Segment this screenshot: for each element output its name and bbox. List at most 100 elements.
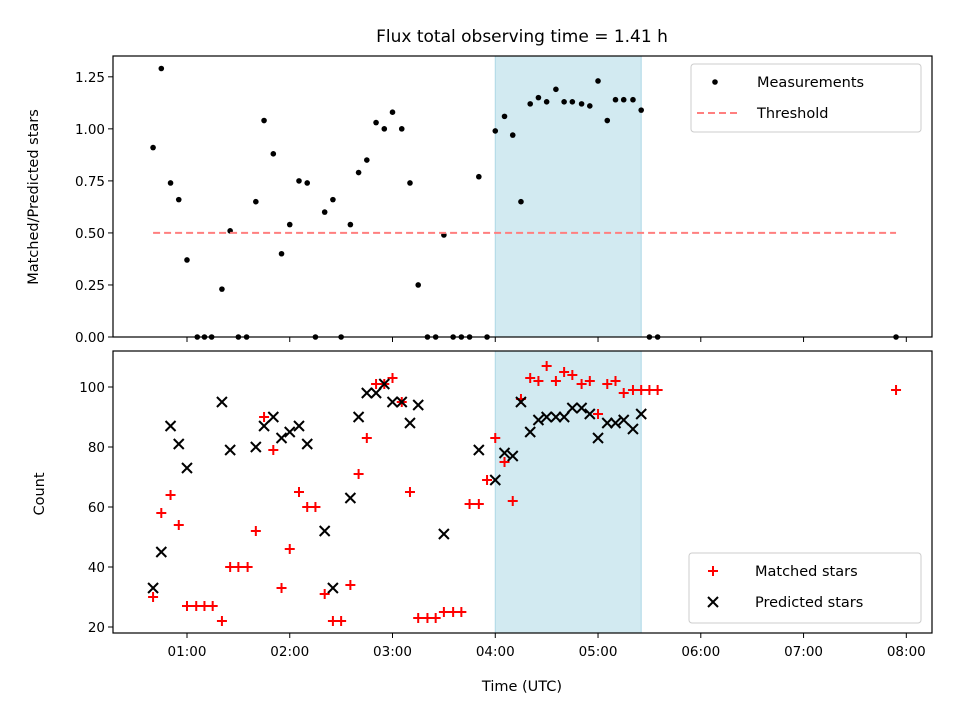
legend-label: Predicted stars [755,595,863,611]
measurement-point [501,113,508,120]
matched-star-point [156,508,167,518]
matched-star-point [456,607,467,617]
matched-star-point [464,499,475,509]
matched-star-point [618,388,629,398]
matched-star-point [233,562,244,572]
predicted-star-point [370,387,382,399]
matched-star-point [576,379,587,389]
matched-star-point [387,373,398,383]
predicted-star-point [618,414,630,426]
predicted-star-point [412,399,424,411]
measurement-point [150,144,156,151]
predicted-star-point [627,423,639,435]
measurement-point [296,178,302,184]
matched-star-point [499,457,510,467]
top-y-tick-label: 0.00 [75,330,105,346]
matched-star-point [652,385,663,395]
measurement-point [158,65,165,72]
measurement-point [561,98,567,105]
measurement-point [167,180,174,186]
legend-label: Threshold [756,106,828,122]
predicted-star-point [584,408,596,420]
matched-star-point [567,370,578,380]
matched-star-point [361,433,372,443]
top-y-tick-label: 0.25 [75,278,105,294]
legend-label: Matched stars [755,564,858,580]
predicted-star-point [438,528,450,540]
matched-star-point [550,376,561,386]
matched-star-point [336,616,347,626]
predicted-star-point [258,420,270,432]
x-tick-label: 06:00 [681,644,720,660]
measurement-point [612,96,619,103]
predicted-star-point [558,411,570,423]
measurement-point [253,198,259,205]
bottom-y-tick-label: 40 [88,560,105,576]
measurement-point [578,101,585,107]
top-shaded-span [494,55,642,338]
measurement-point [535,94,542,101]
matched-star-point [404,487,415,497]
matched-star-point [602,379,613,389]
matched-star-point [438,607,449,617]
legend-measurement-marker [712,79,718,85]
predicted-star-point [378,378,390,390]
predicted-star-point [601,417,613,429]
matched-star-point [559,367,570,377]
measurement-point [175,196,182,203]
bottom-panel: 20 40 60 80 100 01:00 02:00 03:00 04:00 05:00 06:0… [79,350,933,660]
top-y-tick-label: 0.50 [75,226,105,242]
matched-star-point [207,601,218,611]
matched-star-point [293,487,304,497]
bottom-legend: Matched stars Predicted stars [688,552,922,624]
predicted-star-point [489,474,501,486]
measurement-point [398,126,405,132]
matched-star-point [533,376,544,386]
matched-star-point [276,583,287,593]
matched-star-point [473,499,484,509]
matched-star-point [268,445,279,455]
predicted-star-point [181,462,193,474]
matched-star-point [165,490,176,500]
predicted-star-point [155,546,168,558]
measurement-point [518,198,524,205]
measurement-point [509,132,516,138]
bottom-legend-box [688,552,922,624]
predicted-star-point [344,492,357,504]
matched-star-point [525,373,536,383]
matched-star-point [250,526,261,536]
matched-star-point [610,376,621,386]
measurement-point [630,96,636,103]
x-tick-label: 01:00 [168,644,207,660]
measurement-point [381,126,388,132]
measurement-point [347,221,354,228]
predicted-star-point [318,525,331,537]
x-tick-label: 03:00 [373,644,412,660]
measurement-point [569,98,576,105]
matched-star-point [181,601,192,611]
bottom-axes-frame [112,350,933,634]
measurement-point [355,169,362,176]
measurement-point [492,128,499,134]
predicted-star-point [592,432,604,444]
bottom-y-tick-label: 20 [88,620,105,636]
x-tick-label: 08:00 [887,644,926,660]
x-tick-label: 02:00 [270,644,309,660]
top-legend: Measurements Threshold [690,63,922,133]
legend-label: Measurements [757,75,864,91]
predicted-star-point [507,450,519,462]
predicted-star-point [284,426,296,438]
measurement-point [595,78,601,84]
measurement-point [604,117,611,124]
matched-star-point [593,409,604,419]
measurement-point [321,209,328,215]
x-tick-label: 05:00 [579,644,618,660]
measurement-point [373,119,379,126]
predicted-star-point [396,396,408,408]
bottom-y-axis-label: Count [32,472,48,515]
matched-star-point [345,580,356,590]
matched-star-point [430,613,441,623]
measurement-point [553,86,559,93]
predicted-star-point [609,417,622,429]
